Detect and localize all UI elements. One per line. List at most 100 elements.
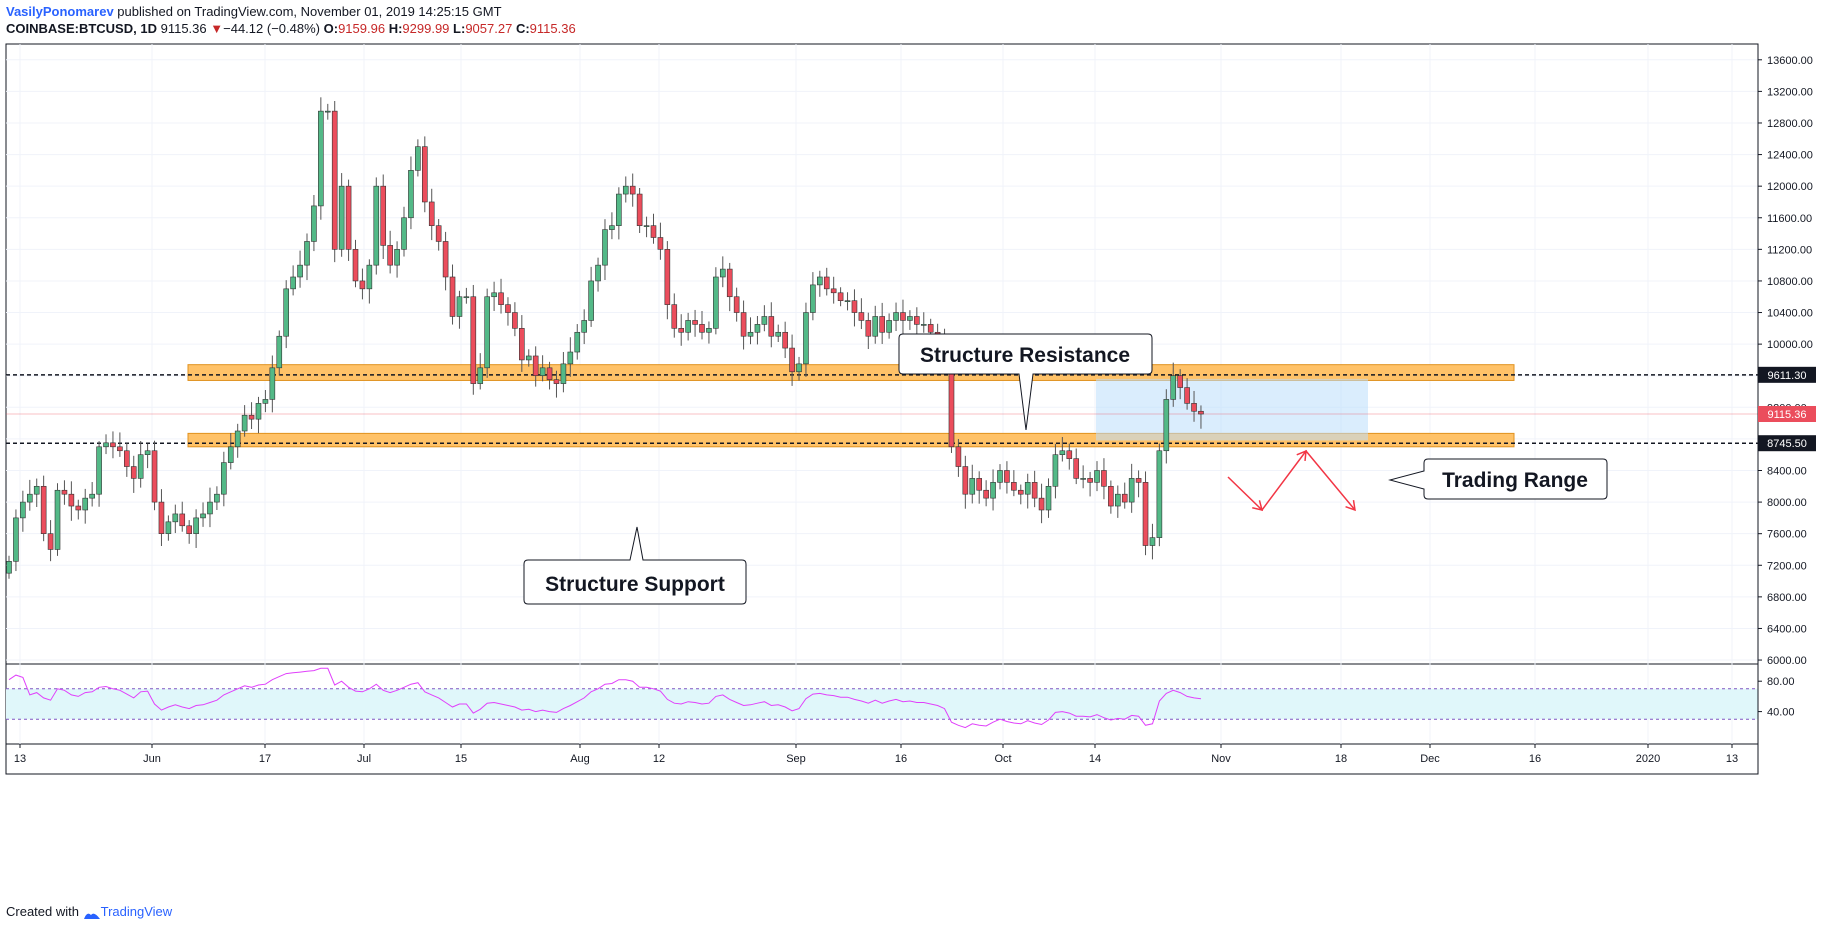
candle-body [200, 513, 206, 519]
close-label: C: [515, 21, 530, 36]
y-tick-label: 11200.00 [1767, 244, 1812, 256]
candle-body [144, 450, 151, 456]
candle-body [1135, 478, 1142, 483]
y-tick-label: 12000.00 [1767, 181, 1813, 193]
candle-body [713, 276, 719, 329]
candle-body [1121, 493, 1128, 503]
author-link[interactable]: VasilyPonomarev [6, 4, 114, 19]
candle-body [165, 521, 172, 534]
candle-body [1059, 450, 1066, 456]
y-tick-label: 10000.00 [1767, 339, 1813, 351]
candle-body [61, 489, 68, 495]
candle-body [387, 245, 393, 266]
candle-body [1066, 450, 1073, 459]
candle-body [68, 493, 75, 507]
candle-body [207, 501, 213, 515]
candle-body [1080, 478, 1086, 480]
price-change: −44.12 (−0.48%) [223, 21, 320, 36]
y-tick-label: 10400.00 [1767, 308, 1813, 320]
candle-body [629, 185, 636, 195]
candle-body [1156, 450, 1163, 538]
current-price-label: 9115.36 [1768, 409, 1807, 421]
candle-body [415, 146, 421, 171]
candle-body [20, 501, 26, 519]
candle-body [110, 442, 116, 448]
candle-body [519, 328, 525, 361]
candle-body [782, 331, 788, 349]
candle-body [616, 193, 622, 226]
rsi-panel [6, 667, 1758, 729]
projection-arrowhead [1345, 500, 1356, 512]
x-tick-label: 13 [14, 753, 26, 765]
candle-body [1149, 537, 1156, 546]
candle-body [768, 316, 775, 337]
candle-body [976, 478, 983, 491]
candle-body [290, 276, 296, 290]
candle-body [532, 355, 539, 377]
candle-body [719, 268, 726, 278]
candle-body [1045, 485, 1052, 511]
candle-body [567, 351, 574, 365]
candle-body [539, 367, 546, 377]
candle-body [685, 320, 691, 333]
candle-body [955, 446, 962, 467]
tradingview-link[interactable]: TradingView [100, 904, 173, 919]
time-axis[interactable]: 13 Jun 17 Jul 15 Aug 12 Sep 16 Oct 14 Nov 18 Dec 16 202… [14, 744, 1738, 765]
candle-body [588, 280, 594, 321]
publication-info: VasilyPonomarev published on TradingView… [6, 4, 502, 19]
candle-body [221, 462, 227, 495]
x-tick-label: 16 [895, 753, 907, 765]
candle-body [886, 320, 892, 333]
candle-body [830, 288, 837, 294]
tradingview-logo-icon [83, 908, 101, 919]
y-tick-label: 12800.00 [1767, 118, 1813, 130]
x-tick-label: 14 [1089, 753, 1101, 765]
symbol-info: COINBASE:BTCUSD, 1D 9115.36 ▼−44.12 (−0.… [6, 21, 576, 36]
candle-body [622, 185, 629, 195]
candle-body [1011, 482, 1017, 491]
candle-body [318, 110, 324, 207]
price-axis[interactable]: 13600.00 13200.00 12800.00 12400.00 12000.00… [1757, 44, 1816, 774]
candle-body [775, 331, 782, 337]
candle-body [435, 225, 442, 242]
candle-body [733, 296, 740, 313]
candle-body [89, 493, 95, 499]
candle-body [546, 367, 553, 380]
created-with-text: Created with [6, 904, 79, 919]
close-value: 9115.36 [529, 21, 576, 36]
candle-body [893, 312, 899, 321]
current-price-label-bg [1758, 405, 1816, 422]
candle-body [512, 312, 518, 329]
candle-body [907, 316, 913, 321]
candle-body [75, 505, 82, 511]
candle-body [962, 466, 969, 495]
y-tick-label: 12400.00 [1767, 150, 1813, 162]
candle-body [491, 292, 497, 298]
grid-lines [6, 44, 1758, 745]
candle-body [726, 268, 733, 298]
x-tick-label: Dec [1420, 753, 1440, 765]
candle-body [872, 316, 879, 337]
candle-body [1198, 410, 1204, 415]
candle-body [484, 296, 490, 369]
x-tick-label: 13 [1726, 753, 1738, 765]
candle-body [283, 288, 290, 337]
candle-body [1031, 482, 1038, 499]
candle-body [26, 493, 33, 503]
candle-body [657, 237, 664, 250]
candle-body [900, 312, 906, 321]
candle-body [525, 355, 532, 361]
candle-body [699, 324, 705, 333]
candle-body [1115, 493, 1121, 507]
candle-body [477, 367, 484, 384]
candle-body [927, 324, 934, 333]
x-tick-label: Sep [786, 753, 806, 765]
candle-body [172, 513, 179, 523]
candle-body [408, 170, 414, 219]
open-value: 9159.96 [338, 21, 386, 36]
price-chart[interactable]: 13600.00 13200.00 12800.00 12400.00 12000.00… [0, 40, 1828, 900]
candle-body [879, 316, 885, 333]
candle-body [1128, 478, 1135, 503]
trading-range-box [1096, 378, 1368, 441]
projection-arrowhead [1252, 500, 1264, 512]
